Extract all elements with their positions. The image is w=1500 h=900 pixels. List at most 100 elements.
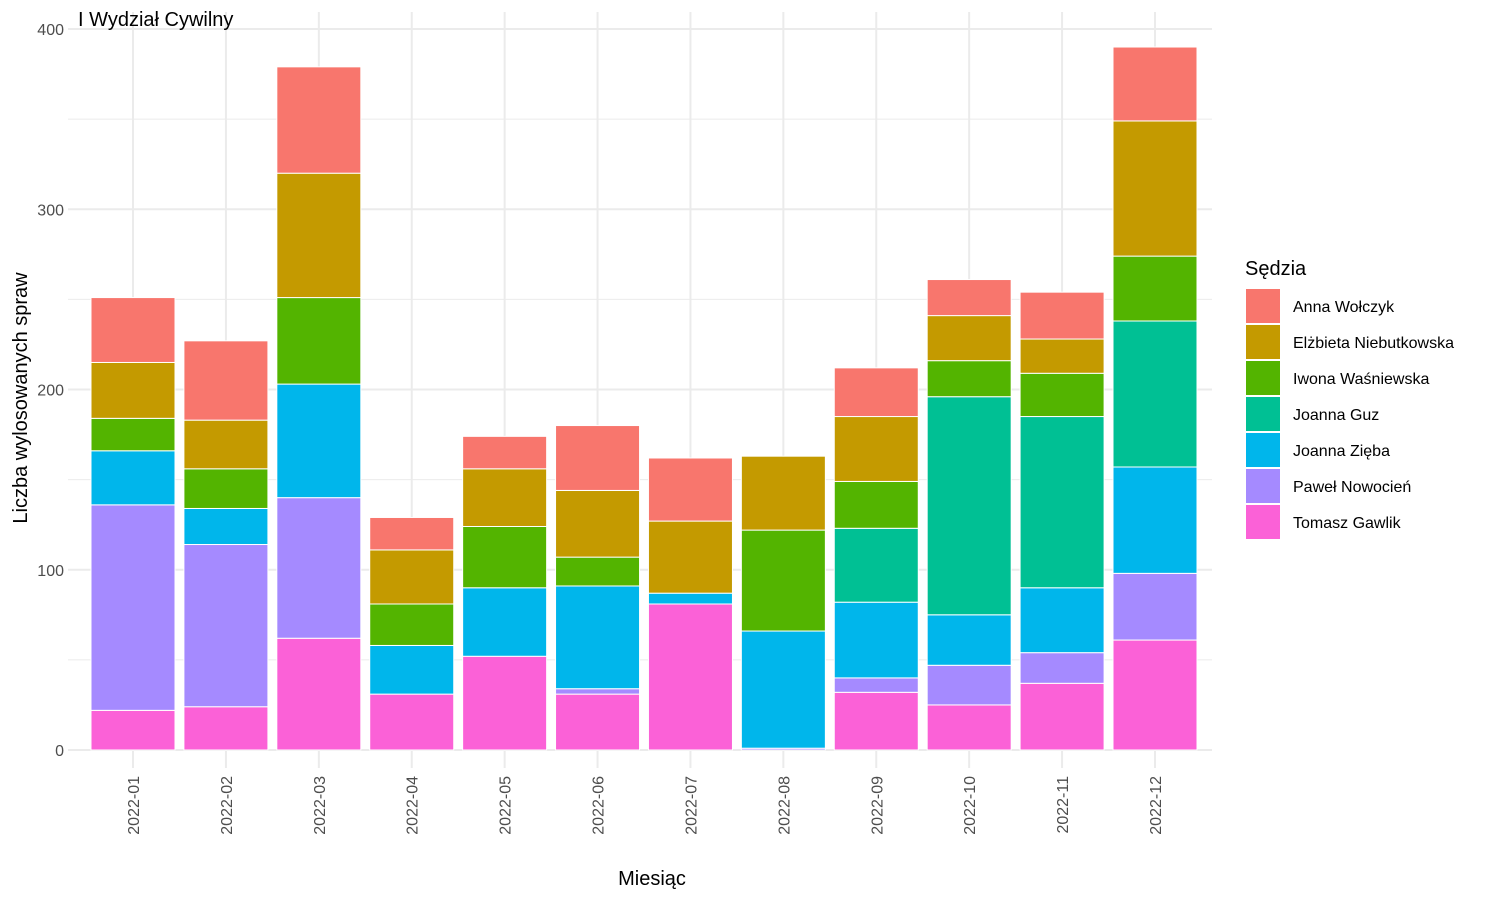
bar-segment xyxy=(276,497,362,639)
bar-segment xyxy=(462,587,548,657)
bar-segment xyxy=(369,516,455,551)
bar-segment xyxy=(90,709,176,751)
bar-segment xyxy=(926,315,1012,362)
bar-segment xyxy=(183,468,269,509)
bar-segment xyxy=(555,425,641,491)
bar-segment xyxy=(183,544,269,708)
bar-segment xyxy=(1019,372,1105,418)
legend-key xyxy=(1246,325,1280,359)
y-tick-label: 0 xyxy=(55,743,64,760)
x-axis-title: Miesiąc xyxy=(618,868,686,890)
bar-segment xyxy=(926,614,1012,666)
bar-segment xyxy=(90,361,176,419)
bar-segment xyxy=(1019,291,1105,340)
bar-segment xyxy=(183,340,269,421)
bar-segment xyxy=(833,691,919,751)
x-tick-label: 2022-11 xyxy=(1055,776,1072,834)
bar-segment xyxy=(1112,46,1198,122)
bar-segment xyxy=(926,664,1012,706)
bar-segment xyxy=(833,677,919,693)
bars xyxy=(90,46,1198,751)
x-axis-ticks: 2022-01 2022-02 2022-03 2022-04 2022-05 2022-… xyxy=(126,776,1165,835)
bar-segment xyxy=(462,468,548,527)
bar-segment xyxy=(369,644,455,695)
bar-segment xyxy=(183,507,269,546)
y-tick-label: 400 xyxy=(37,22,64,39)
bar-segment xyxy=(1112,639,1198,751)
bar-segment xyxy=(555,688,641,695)
bar-segment xyxy=(1019,416,1105,589)
bar-segment xyxy=(833,601,919,679)
bar-segment xyxy=(90,450,176,506)
x-tick-label: 2022-03 xyxy=(312,776,329,835)
bar-segment xyxy=(276,66,362,174)
bar-segment xyxy=(926,704,1012,751)
bar-segment xyxy=(462,435,548,470)
bar-segment xyxy=(647,603,733,751)
x-tick-label: 2022-05 xyxy=(498,776,515,835)
legend-label: Elżbieta Niebutkowska xyxy=(1293,335,1454,352)
x-tick-label: 2022-04 xyxy=(405,776,422,835)
bar-segment xyxy=(90,504,176,711)
bar-segment xyxy=(183,419,269,470)
bar-segment xyxy=(926,396,1012,616)
legend-key xyxy=(1246,289,1280,323)
bar-segment xyxy=(1019,652,1105,684)
bar-segment xyxy=(462,655,548,751)
x-tick-label: 2022-06 xyxy=(591,776,608,835)
bar-segment xyxy=(369,549,455,605)
legend: Sędzia Anna Wołczyk Elżbieta Niebutkowska… xyxy=(1245,258,1454,539)
x-tick-label: 2022-07 xyxy=(683,776,700,835)
bar-segment xyxy=(926,279,1012,317)
y-tick-label: 300 xyxy=(37,202,64,219)
bar-segment xyxy=(740,630,826,749)
legend-label: Anna Wołczyk xyxy=(1293,299,1395,316)
bar-segment xyxy=(369,603,455,646)
legend-label: Joanna Zięba xyxy=(1293,443,1390,460)
x-tick-label: 2022-09 xyxy=(869,776,886,835)
legend-key xyxy=(1246,361,1280,395)
legend-key xyxy=(1246,505,1280,539)
bar-segment xyxy=(183,706,269,751)
legend-label: Paweł Nowocień xyxy=(1293,479,1411,496)
legend-key xyxy=(1246,433,1280,467)
legend-title: Sędzia xyxy=(1245,258,1307,280)
bar-segment xyxy=(926,360,1012,398)
bar-segment xyxy=(647,520,733,594)
bar-segment xyxy=(369,693,455,751)
bar-segment xyxy=(1112,120,1198,257)
bar-segment xyxy=(555,585,641,690)
bar-segment xyxy=(1112,320,1198,468)
bar-segment xyxy=(276,383,362,499)
bar-segment xyxy=(462,525,548,589)
bar-segment xyxy=(740,455,826,531)
x-tick-label: 2022-02 xyxy=(219,776,236,835)
x-tick-label: 2022-01 xyxy=(126,776,143,835)
y-axis-title: Liczba wylosowanych spraw xyxy=(10,272,32,524)
legend-label: Tomasz Gawlik xyxy=(1293,515,1402,532)
x-tick-label: 2022-10 xyxy=(962,776,979,835)
y-tick-label: 100 xyxy=(37,563,64,580)
y-tick-label: 200 xyxy=(37,383,64,400)
x-tick-label: 2022-08 xyxy=(776,776,793,835)
legend-key xyxy=(1246,397,1280,431)
bar-segment xyxy=(276,297,362,385)
bar-segment xyxy=(1019,682,1105,751)
bar-segment xyxy=(647,457,733,522)
bar-segment xyxy=(833,416,919,482)
plot-title: I Wydział Cywilny xyxy=(78,9,233,31)
bar-segment xyxy=(555,489,641,558)
bar-segment xyxy=(555,693,641,751)
bar-segment xyxy=(1112,466,1198,574)
bar-segment xyxy=(1019,587,1105,654)
bar-segment xyxy=(90,297,176,363)
bar-segment xyxy=(276,637,362,751)
bar-segment xyxy=(740,529,826,632)
legend-label: Iwona Waśniewska xyxy=(1293,371,1429,388)
y-axis-ticks: 0 100 200 300 400 xyxy=(37,22,64,760)
legend-label: Joanna Guz xyxy=(1293,407,1379,424)
bar-segment xyxy=(90,417,176,452)
bar-segment xyxy=(833,480,919,529)
bar-segment xyxy=(555,556,641,587)
